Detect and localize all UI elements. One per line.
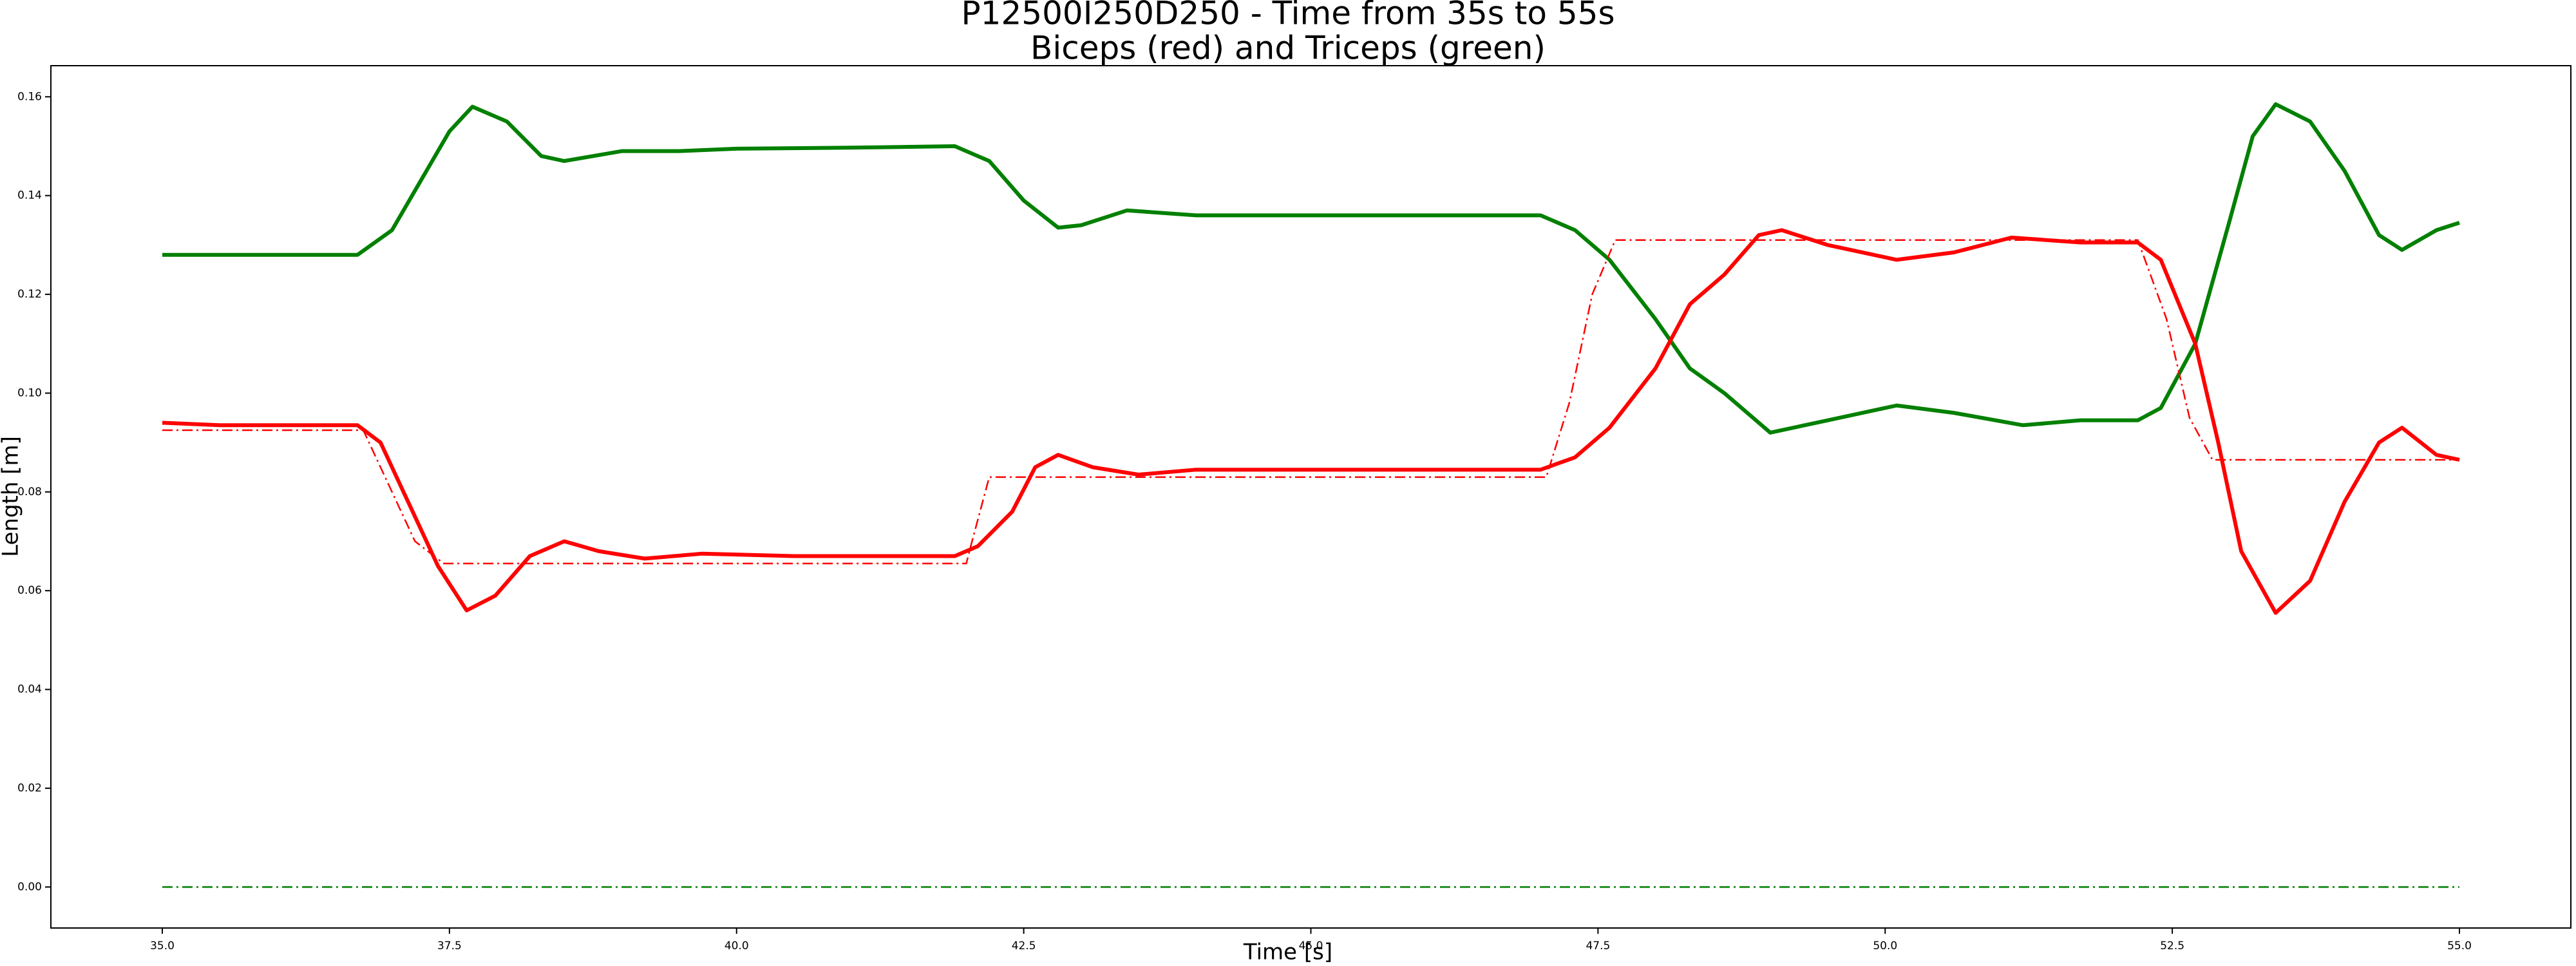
y-tick-label: 0.12 <box>17 288 42 301</box>
x-tick-label: 35.0 <box>150 940 175 952</box>
x-tick-label: 47.5 <box>1586 940 1610 952</box>
y-tick-label: 0.06 <box>17 584 42 597</box>
x-tick-label: 37.5 <box>437 940 462 952</box>
x-tick-label: 55.0 <box>2447 940 2472 952</box>
x-tick-label: 50.0 <box>1873 940 1897 952</box>
y-tick-label: 0.08 <box>17 486 42 498</box>
x-tick-label: 45.0 <box>1299 940 1323 952</box>
x-tick-label: 52.5 <box>2160 940 2184 952</box>
y-tick-label: 0.00 <box>17 880 42 893</box>
series-line <box>162 102 2460 435</box>
series-line <box>162 228 2460 615</box>
x-axis-label: Time [s] <box>1243 940 1332 965</box>
chart-title: P12500I250D250 - Time from 35s to 55s <box>961 0 1615 32</box>
chart-subtitle: Biceps (red) and Triceps (green) <box>1030 30 1546 67</box>
plot-frame <box>50 65 2571 929</box>
x-tick-label: 42.5 <box>1012 940 1036 952</box>
x-tick-label: 40.0 <box>724 940 749 952</box>
series-line <box>162 239 2459 565</box>
y-axis-label: Length [m] <box>0 436 24 557</box>
y-tick-label: 0.16 <box>17 90 42 103</box>
y-tick-label: 0.10 <box>17 386 42 399</box>
y-tick-label: 0.04 <box>17 683 42 696</box>
y-tick-label: 0.02 <box>17 782 42 795</box>
y-tick-label: 0.14 <box>17 189 42 202</box>
